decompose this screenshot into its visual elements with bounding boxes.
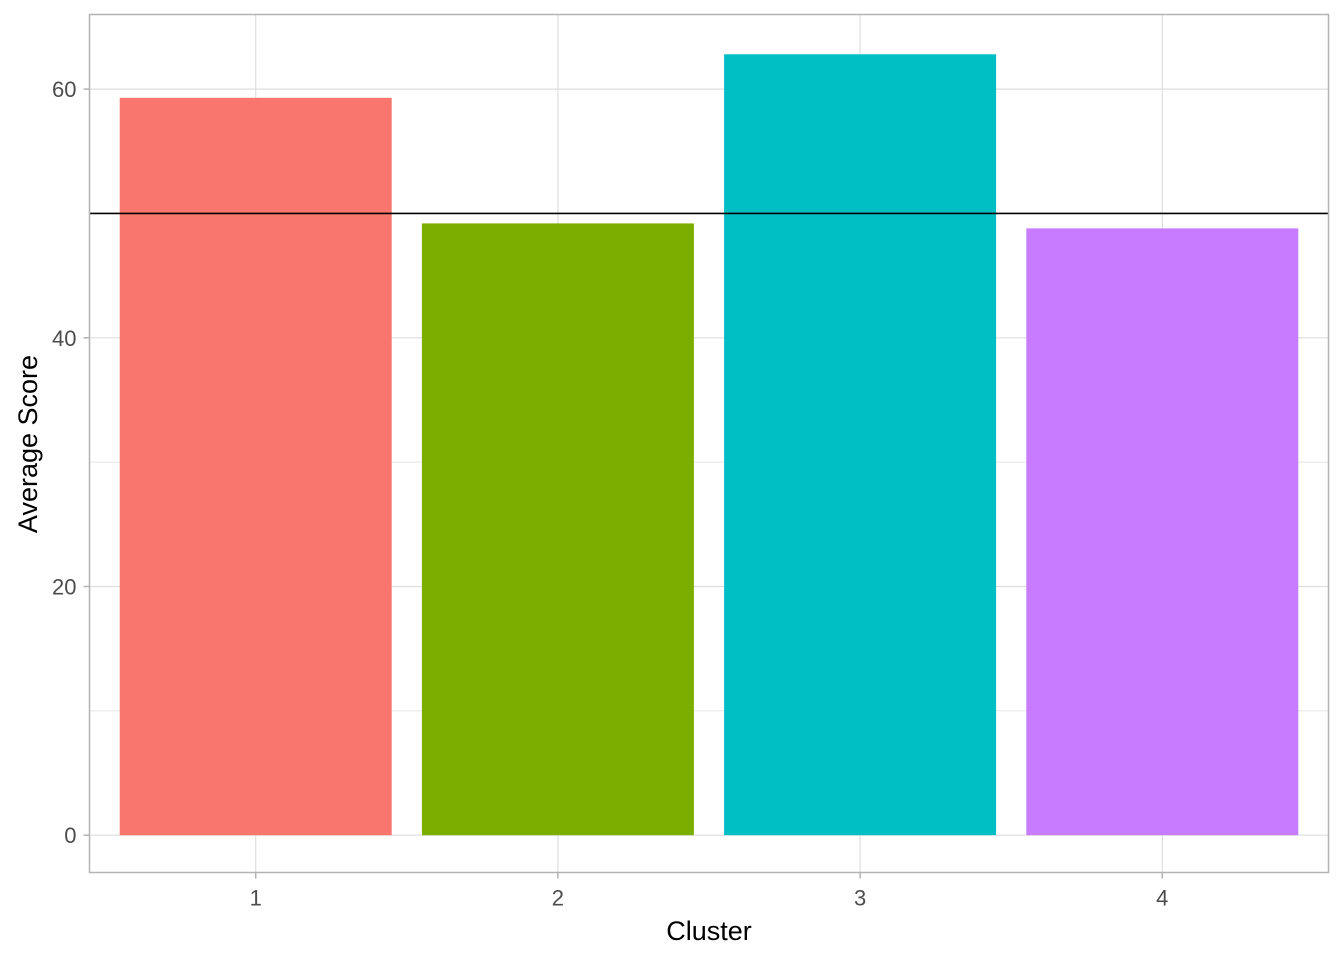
bars — [119, 54, 1299, 836]
panel-border — [88, 13, 1330, 874]
bar-cluster-1 — [119, 97, 392, 836]
x-tick-label: 4 — [1156, 886, 1168, 911]
axes: 0 20 40 60 1 2 3 4 — [52, 77, 1168, 910]
x-tick-label: 1 — [250, 886, 262, 911]
x-tick-label: 2 — [552, 886, 564, 911]
bar-cluster-4 — [1026, 228, 1299, 836]
bar-cluster-3 — [724, 54, 997, 836]
x-axis-title: Cluster — [666, 916, 752, 946]
y-axis-title: Average Score — [13, 355, 43, 533]
bar-cluster-2 — [421, 223, 694, 836]
y-tick-label: 40 — [52, 326, 76, 351]
x-tick-label: 3 — [854, 886, 866, 911]
y-tick-label: 0 — [64, 823, 76, 848]
y-tick-label: 60 — [52, 77, 76, 102]
y-tick-label: 20 — [52, 575, 76, 600]
